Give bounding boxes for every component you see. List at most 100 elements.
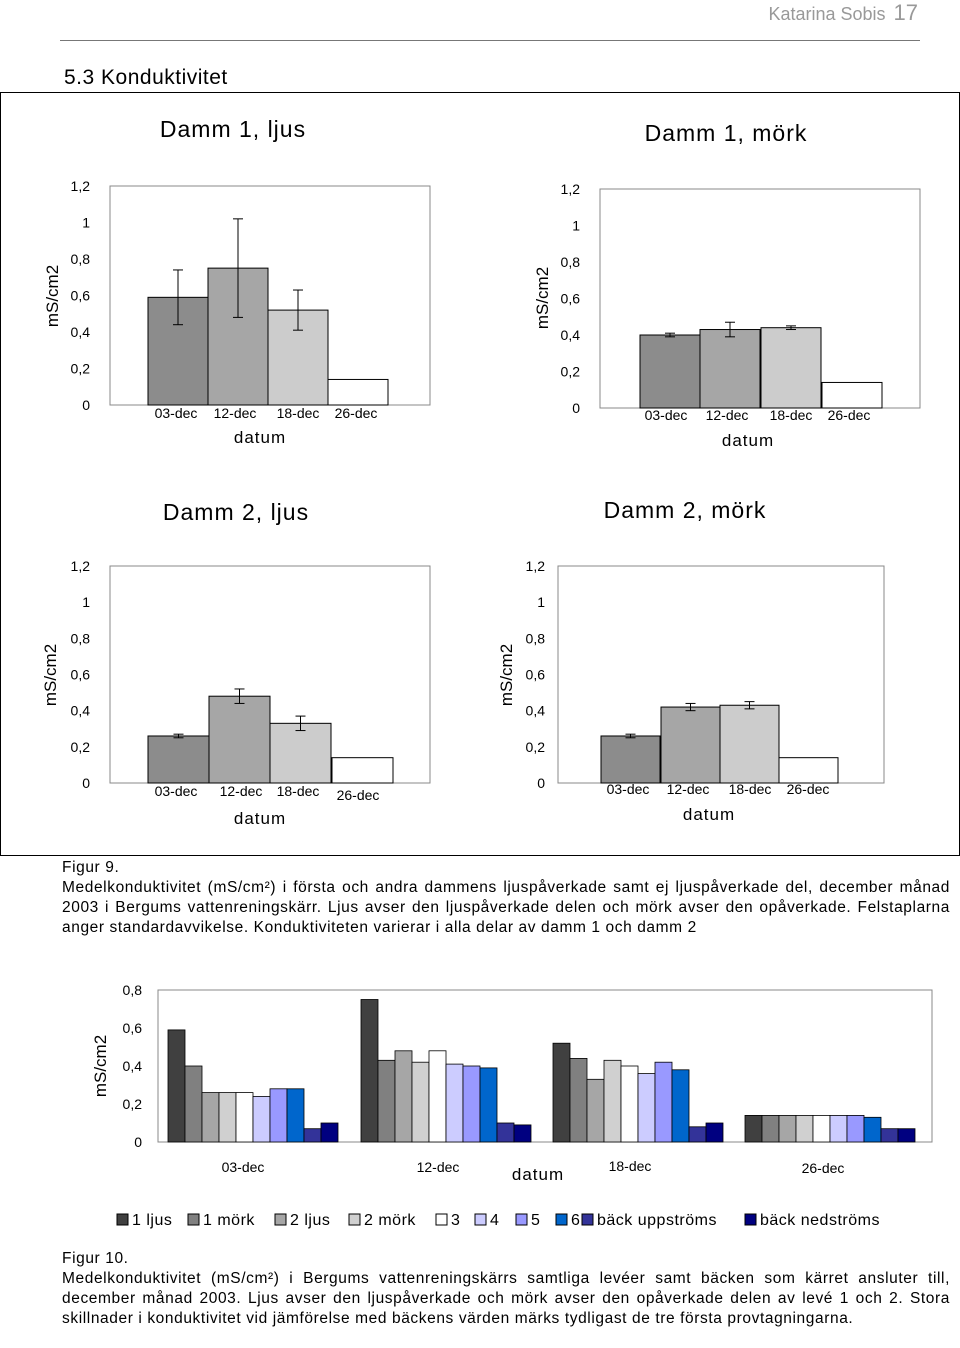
chart5-bar [360,999,379,1143]
chart5-legend-label: 3 [451,1212,460,1229]
chart5-legend-swatch [348,1213,361,1226]
chart5-legend-label: 6 [571,1212,580,1229]
chart5-bar [513,1124,532,1143]
figure9-caption-block: Figur 9. Medelkonduktivitet (mS/cm²) i f… [62,858,950,938]
chart2-ytick-label: 1,2 [561,181,581,197]
chart5-bar [761,1115,780,1143]
chart5-bar [411,1061,430,1143]
chart5-bar [303,1128,322,1143]
chart1-xtick-label: 26-dec [335,405,378,421]
chart4-bar [778,757,839,784]
chart5-ytick-label: 0,6 [123,1020,143,1036]
chart5-ytick-label: 0 [134,1134,142,1150]
chart2-xtick-label: 18-dec [770,407,813,423]
chart5-legend-swatch [515,1213,528,1226]
chart5-ytick-label: 0,8 [123,982,143,998]
chart5-legend-swatch [274,1213,287,1226]
chart5-xaxis-title: datum [512,1165,564,1184]
chart5-bar [201,1092,220,1143]
chart5-bar [167,1029,186,1143]
chart1-ytick-label: 0,2 [71,361,91,377]
chart5-legend-swatch [187,1213,200,1226]
chart2-ytick-label: 0,4 [561,327,581,343]
chart4-bar [600,735,661,784]
chart4-yaxis-title: mS/cm2 [497,644,516,706]
chart2-ytick-label: 0 [572,400,580,416]
chart5-bar [586,1078,605,1143]
chart5-legend-swatch [581,1213,594,1226]
chart3-xtick-label: 18-dec [277,783,320,799]
chart2-xtick-label: 03-dec [645,407,688,423]
chart1-ytick-label: 0,4 [71,324,91,340]
chart5-bar [744,1115,763,1143]
chart4-ytick-label: 0,6 [526,667,546,683]
page-number: 17 [893,0,918,25]
chart1-xtick-label: 03-dec [155,405,198,421]
chart3-bar [208,695,271,784]
chart5-bar [880,1128,899,1143]
chart1-xtick-label: 18-dec [277,405,320,421]
chart5-legend-label: 5 [531,1212,540,1229]
figure10-label: Figur 10. [62,1250,129,1267]
chart5-ytick-label: 0,4 [123,1058,143,1074]
chart5-legend-swatch [435,1213,448,1226]
chart5-legend-label: 2 mörk [364,1212,416,1229]
chart1-xaxis-title: datum [234,428,286,447]
chart4-ytick-label: 1,2 [526,558,546,574]
chart5-bar [812,1115,831,1143]
chart5-bar [778,1115,797,1143]
chart4-ytick-label: 0,8 [526,630,546,646]
chart4-ytick-label: 0,4 [526,703,546,719]
chart1-title: Damm 1, ljus [160,116,306,142]
chart5-bar [428,1050,447,1143]
chart5-bar [252,1096,271,1143]
chart2-bar [821,381,883,409]
chart4-bar [660,706,721,784]
chart5-bar [496,1122,515,1143]
chart5-bar [829,1115,848,1143]
header-rule [60,40,920,41]
chart5-xtick-label: 26-dec [802,1160,845,1176]
chart5-legend-label: bäck uppströms [597,1212,717,1229]
chart5-legend-label: 2 ljus [290,1212,330,1229]
chart5-bar [569,1058,588,1143]
chart5-legend-swatch [474,1213,487,1226]
chart4-ytick-label: 1 [537,594,545,610]
chart1-ytick-label: 1,2 [71,178,91,194]
chart5-legend-label: 4 [490,1212,499,1229]
chart2-ytick-label: 0,8 [561,254,581,270]
figure10-caption: Medelkonduktivitet (mS/cm²) i Bergums va… [62,1270,950,1327]
chart5-xtick-label: 03-dec [222,1159,265,1175]
section-title: 5.3 Konduktivitet [64,66,228,89]
chart5-bar [479,1067,498,1143]
chart5-bar [218,1092,237,1143]
chart5-bar [286,1088,305,1143]
chart3-xtick-label: 12-dec [220,783,263,799]
chart5-bar [897,1128,916,1143]
chart1-ytick-label: 0,8 [71,251,91,267]
chart4-xtick-label: 18-dec [729,781,772,797]
chart5-bar [705,1122,724,1143]
chart5-bar [269,1088,288,1143]
chart5-bar [795,1115,814,1143]
chart2-ytick-label: 0,2 [561,364,581,380]
chart1-ytick-label: 1 [82,215,90,231]
chart1-ytick-label: 0,6 [71,288,91,304]
chart5-bar [235,1092,254,1143]
chart3-yaxis-title: mS/cm2 [41,644,60,706]
chart2-xaxis-title: datum [722,431,774,450]
chart2-bar [639,334,701,409]
chart4-ytick-label: 0 [537,775,545,791]
chart5-bar [394,1050,413,1143]
chart3-ytick-label: 0 [82,775,90,791]
chart3-xtick-label: 03-dec [155,783,198,799]
chart5-legend-swatch [555,1213,568,1226]
chart5-legend-label: 1 mörk [203,1212,255,1229]
chart3-xtick-label: 26-dec [337,787,380,803]
chart3-title: Damm 2, ljus [163,499,309,525]
chart3-xaxis-title: datum [234,809,286,828]
chart1-bar [327,378,389,406]
chart3-ytick-label: 0,4 [71,703,91,719]
chart4-xtick-label: 12-dec [667,781,710,797]
